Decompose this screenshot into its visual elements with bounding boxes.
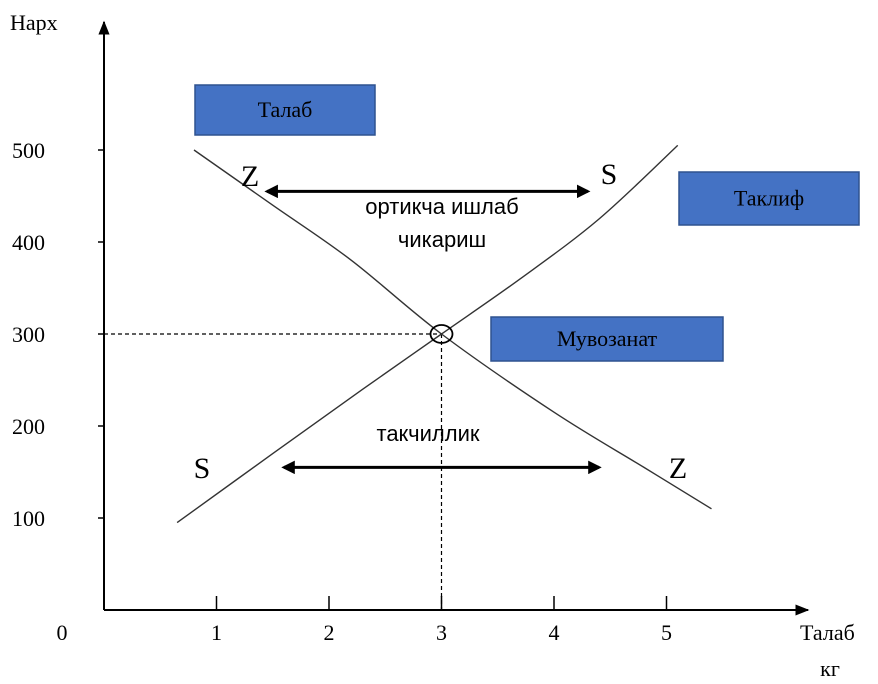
y-tick-label: 300 bbox=[12, 322, 45, 347]
annotation-arrows bbox=[264, 184, 602, 475]
supply-end-label-bottom: S bbox=[194, 452, 211, 485]
tick-marks: 100 200 300 400 500 1 2 3 4 5 bbox=[12, 138, 672, 645]
demand-box-text: Талаб bbox=[258, 97, 313, 122]
demand-box-rect bbox=[194, 84, 376, 136]
origin-label: 0 bbox=[57, 620, 68, 645]
equilibrium-box-rect bbox=[490, 316, 724, 362]
equilibrium-box: Мувозанат bbox=[490, 316, 724, 362]
equilibrium-box-text: Мувозанат bbox=[557, 326, 658, 351]
label-boxes: Талаб Таклиф Мувозанат bbox=[194, 84, 860, 362]
surplus-label-line1: ортикча ишлаб bbox=[365, 194, 518, 219]
y-tick-label: 200 bbox=[12, 414, 45, 439]
x-tick-label: 2 bbox=[324, 620, 335, 645]
demand-end-label-top: Z bbox=[241, 160, 259, 193]
surplus-label-line2: чикариш bbox=[398, 227, 486, 252]
x-tick-label: 1 bbox=[211, 620, 222, 645]
x-axis-unit: кг bbox=[820, 656, 840, 681]
supply-end-label-top: S bbox=[601, 158, 618, 191]
y-tick-label: 400 bbox=[12, 230, 45, 255]
y-tick-label: 100 bbox=[12, 506, 45, 531]
labels: Нарх Талаб кг 0 ортикча ишлаб чикариш Z Sтакчил… bbox=[10, 10, 855, 681]
shortage-label: такчиллик bbox=[376, 421, 479, 446]
supply-curve bbox=[176, 144, 679, 524]
equilibrium-point bbox=[429, 324, 454, 344]
x-tick-label: 3 bbox=[436, 620, 447, 645]
axes bbox=[98, 20, 810, 616]
x-tick-label: 4 bbox=[549, 620, 560, 645]
supply-box-text: Таклиф bbox=[734, 186, 804, 211]
supply-box-rect bbox=[678, 171, 860, 226]
y-tick-label: 500 bbox=[12, 138, 45, 163]
x-axis-title: Талаб bbox=[800, 620, 855, 645]
curves bbox=[176, 144, 712, 524]
x-tick-label: 5 bbox=[661, 620, 672, 645]
demand-box: Талаб bbox=[194, 84, 376, 136]
y-axis-title: Нарх bbox=[10, 10, 58, 35]
equilibrium-guides bbox=[104, 333, 443, 610]
supply-box: Таклиф bbox=[678, 171, 860, 226]
demand-end-label-bottom: Z bbox=[669, 452, 687, 485]
